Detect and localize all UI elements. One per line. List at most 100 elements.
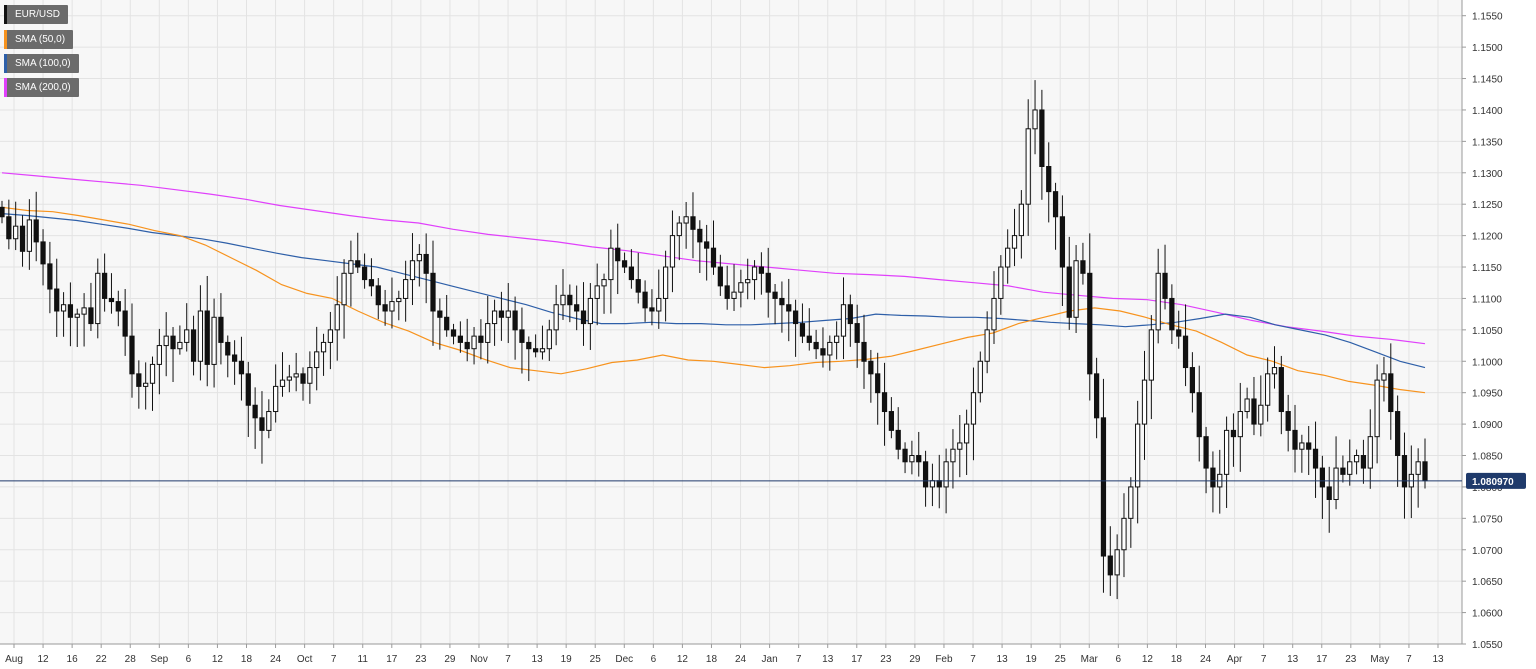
candle-body-bearish (615, 247, 621, 262)
candle (122, 289, 128, 356)
candle-body-bullish (539, 348, 546, 353)
candle (6, 199, 12, 250)
x-tick-label: 18 (1171, 654, 1183, 665)
candle-body-bearish (478, 335, 484, 343)
candle-body-bullish (1223, 429, 1230, 475)
candle (464, 318, 470, 362)
candle (115, 290, 121, 327)
candle (1265, 357, 1271, 422)
candle-body-bearish (238, 360, 245, 375)
candle (704, 224, 710, 281)
x-tick-label: 12 (212, 654, 224, 665)
candle (19, 215, 26, 267)
candle (786, 278, 792, 342)
candle-body-bearish (1292, 429, 1298, 450)
candle-body-bearish (1189, 367, 1196, 394)
candle (792, 299, 799, 357)
candle (74, 308, 80, 347)
legend-swatch (4, 54, 7, 73)
x-tick-label: 24 (270, 654, 282, 665)
candle-body-bullish (1155, 272, 1161, 331)
candle (1326, 466, 1332, 533)
candle (238, 336, 245, 401)
legend-item-sma100[interactable]: SMA (100,0) (4, 54, 79, 73)
candle-body-bullish (1114, 549, 1120, 576)
candle-body-bullish (950, 448, 956, 463)
candle (437, 298, 443, 350)
x-tick-label: 18 (706, 654, 718, 665)
candle (204, 275, 210, 387)
candle-body-bearish (375, 285, 381, 306)
candle (1312, 421, 1319, 498)
candle (909, 440, 915, 475)
candle-body-bearish (0, 206, 5, 218)
candle-body-bearish (1278, 367, 1284, 413)
candle (1011, 208, 1018, 267)
y-tick-label: 1.0900 (1472, 420, 1503, 431)
candle (888, 397, 894, 439)
candle (1162, 244, 1168, 310)
candle (1046, 142, 1052, 223)
candle-body-bullish (1415, 461, 1421, 475)
candle-body-bearish (47, 263, 53, 290)
candle (184, 303, 190, 352)
candle-body-bearish (724, 285, 730, 299)
candle-body-bearish (231, 354, 238, 362)
x-tick-label: 7 (505, 654, 511, 665)
candle (1073, 245, 1079, 333)
candle-body-bullish (273, 385, 279, 413)
candle (676, 216, 682, 261)
candle-body-bullish (1237, 411, 1243, 438)
y-tick-label: 1.1250 (1472, 200, 1503, 211)
x-tick-label: 22 (96, 654, 108, 665)
candle-body-bearish (765, 272, 771, 293)
candle (683, 201, 689, 249)
candle (1087, 233, 1093, 401)
legend-item-sma200[interactable]: SMA (200,0) (4, 78, 79, 97)
x-tick-label: 16 (67, 654, 79, 665)
candle (1395, 395, 1401, 487)
candle (820, 327, 826, 368)
candle (1066, 236, 1072, 330)
candle-body-bullish (1005, 247, 1011, 268)
candle (847, 294, 853, 347)
y-tick-label: 1.1150 (1472, 263, 1502, 274)
candle-body-bearish (519, 329, 525, 343)
candle-body-bearish (1285, 411, 1291, 431)
candle (902, 442, 908, 474)
candle (1367, 409, 1373, 489)
candle (998, 255, 1004, 315)
candle (580, 282, 587, 346)
candle-body-bullish (683, 216, 689, 224)
x-tick-label: 18 (241, 654, 253, 665)
candle (731, 264, 737, 312)
candle (779, 281, 785, 333)
y-tick-label: 1.1050 (1472, 326, 1503, 337)
candle-body-bullish (560, 294, 566, 306)
candle-body-bearish (861, 341, 867, 362)
candle-body-bearish (1319, 467, 1326, 488)
candle (916, 431, 922, 477)
candle (587, 283, 593, 350)
candle (594, 263, 600, 326)
legend-item-eurusd[interactable]: EUR/USD (4, 5, 69, 24)
x-tick-label: 19 (1026, 654, 1038, 665)
candle-body-bearish (225, 341, 231, 356)
candle (382, 289, 388, 326)
candle (574, 285, 580, 331)
candle-body-bearish (1059, 216, 1066, 268)
candle-body-bullish (409, 260, 416, 281)
candle (635, 252, 641, 304)
x-tick-label: 6 (186, 654, 192, 665)
candle-body-bullish (314, 351, 320, 369)
candle (1196, 365, 1202, 462)
price-tag-label: 1.080970 (1472, 477, 1514, 488)
candle (1155, 248, 1161, 344)
candle-body-bullish (834, 335, 840, 343)
candle (279, 352, 286, 397)
legend-item-sma50[interactable]: SMA (50,0) (4, 30, 74, 49)
x-tick-label: 13 (532, 654, 544, 665)
candle-body-bullish (1018, 203, 1024, 237)
candle-body-bullish (984, 329, 990, 362)
candle-body-bullish (81, 307, 87, 315)
